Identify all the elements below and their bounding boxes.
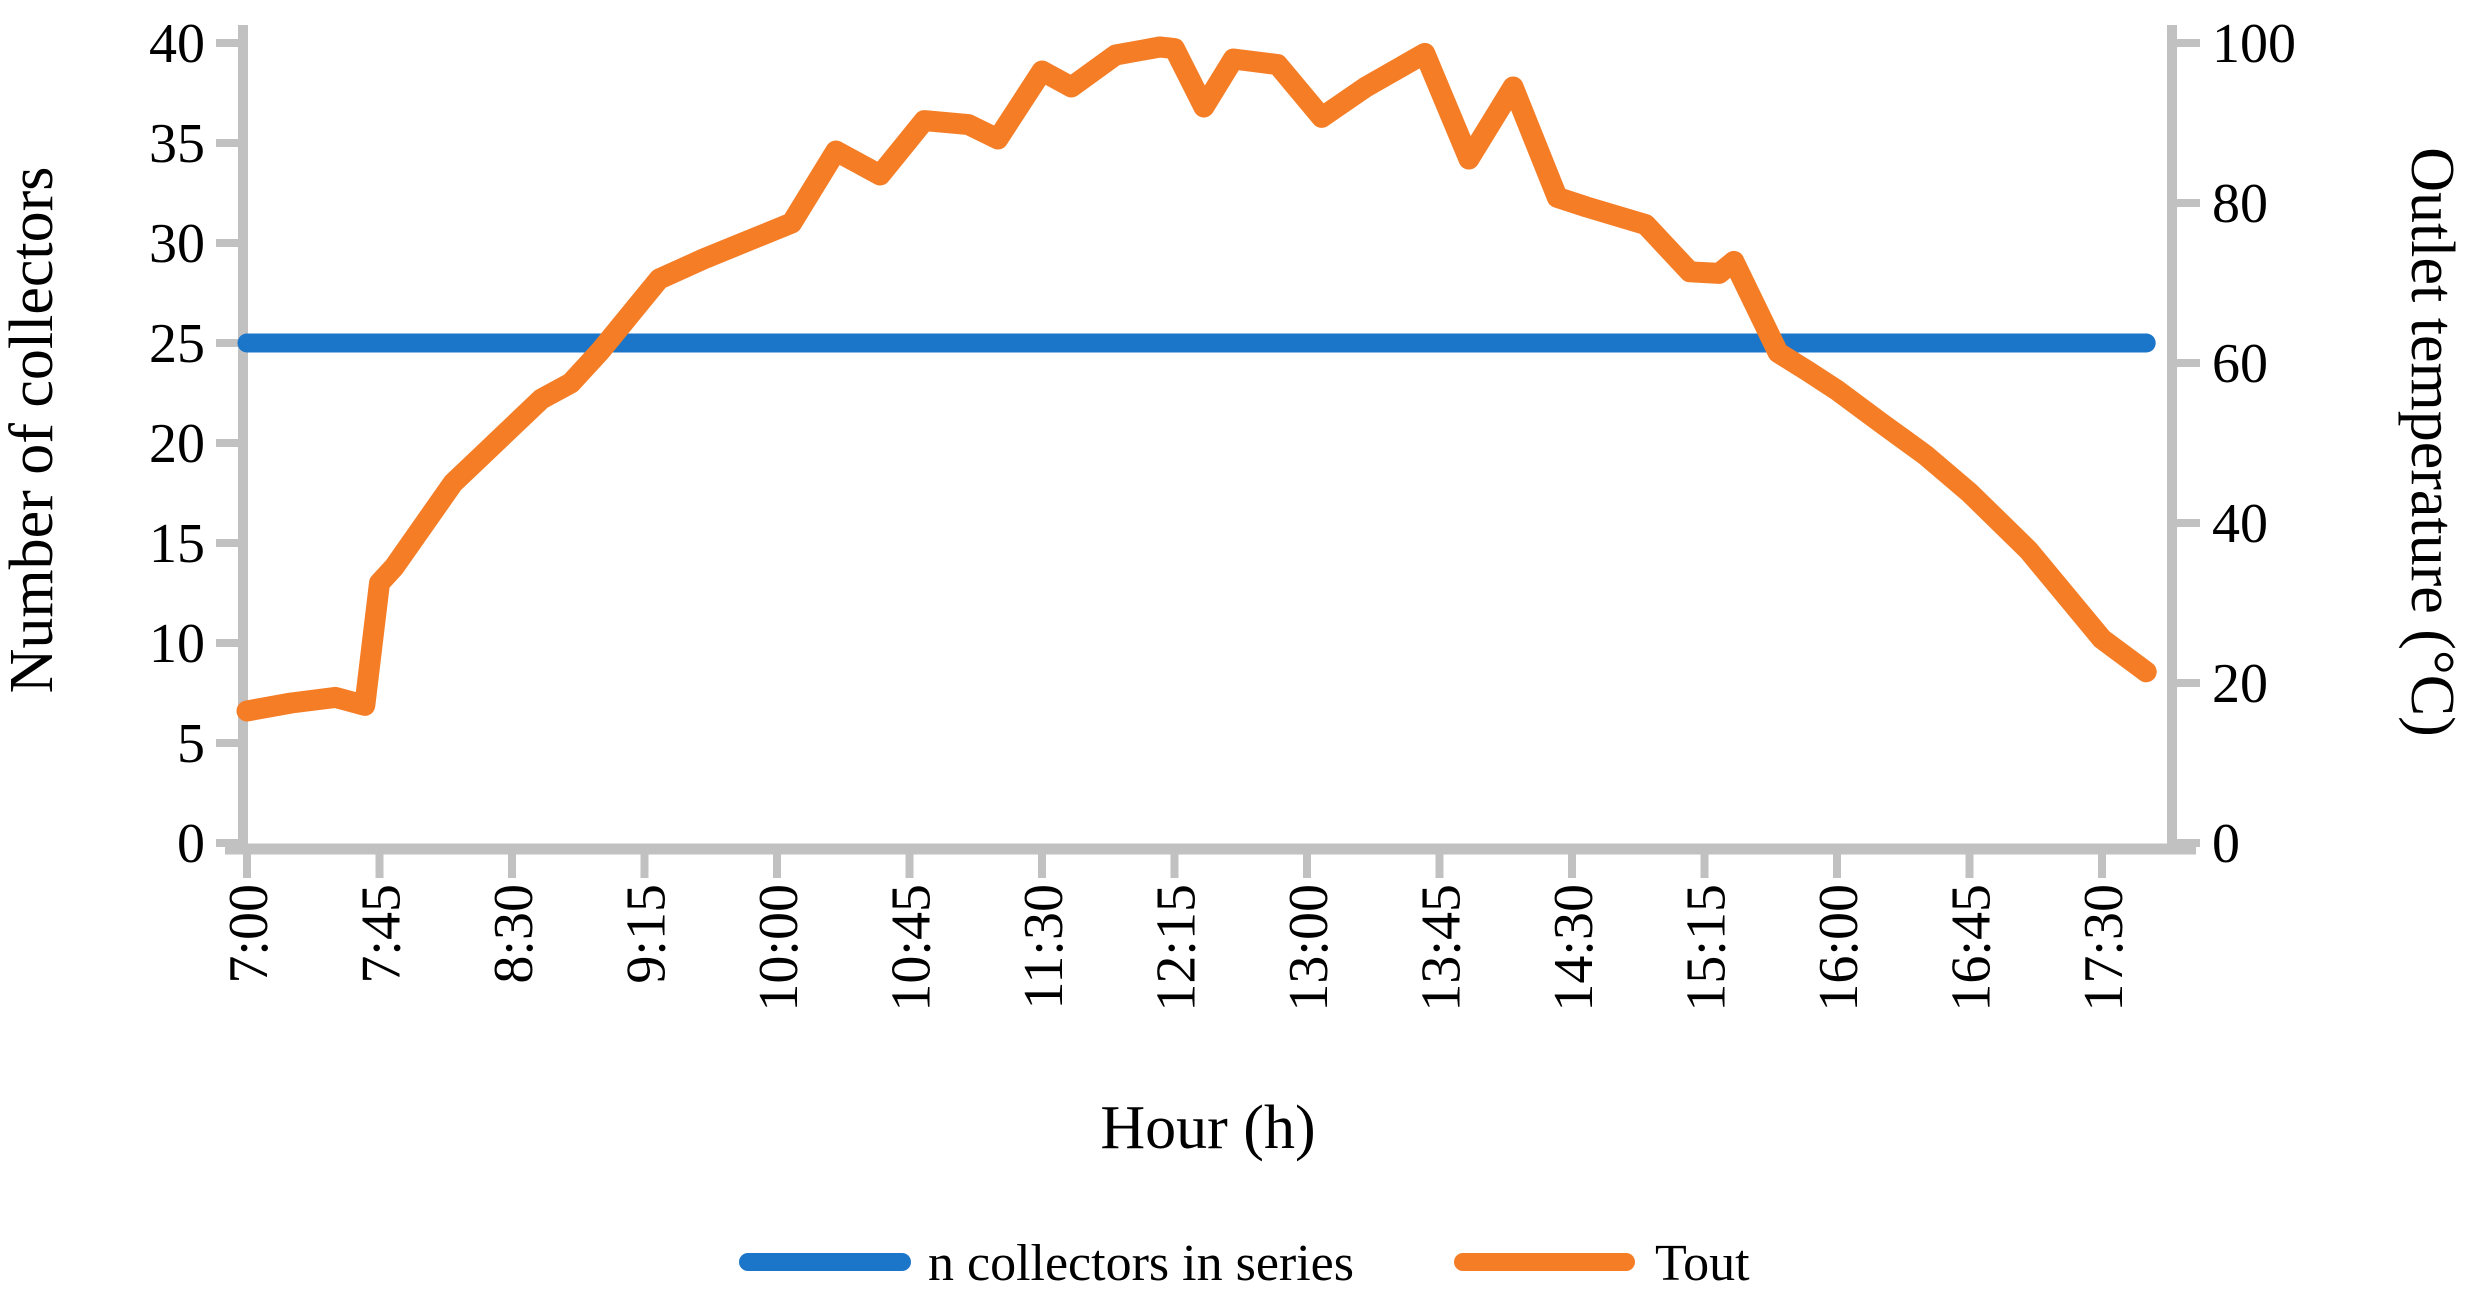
left-tick-label: 30 bbox=[149, 213, 205, 275]
right-tick-label: 0 bbox=[2212, 813, 2240, 875]
x-tick-label: 7:45 bbox=[351, 884, 413, 984]
right-tick-label: 40 bbox=[2212, 493, 2268, 555]
x-tick-label: 13:45 bbox=[1411, 884, 1473, 1012]
x-tick-label: 16:45 bbox=[1941, 884, 2003, 1012]
right-tick-label: 60 bbox=[2212, 333, 2268, 395]
x-tick-label: 12:15 bbox=[1146, 884, 1208, 1012]
left-axis-title: Number of collectors bbox=[0, 167, 66, 694]
left-tick-label: 35 bbox=[149, 113, 205, 175]
x-tick-label: 8:30 bbox=[483, 884, 545, 984]
right-tick-label: 100 bbox=[2212, 13, 2296, 75]
right-tick-label: 80 bbox=[2212, 173, 2268, 235]
series-lines bbox=[236, 36, 2157, 722]
x-tick-label: 9:15 bbox=[616, 884, 678, 984]
x-tick-label: 17:30 bbox=[2073, 884, 2135, 1012]
x-tick-label: 10:00 bbox=[748, 884, 810, 1012]
x-axis-title: Hour (h) bbox=[1100, 1094, 1315, 1162]
legend-label-n-collectors: n collectors in series bbox=[928, 1235, 1354, 1292]
left-tick-label: 10 bbox=[149, 613, 205, 675]
left-tick-label: 40 bbox=[149, 13, 205, 75]
right-axis-title: Outlet temperature (°C) bbox=[2398, 147, 2466, 736]
x-tick-label: 11:30 bbox=[1013, 884, 1075, 1009]
series-tout-line bbox=[236, 36, 2157, 722]
x-tick-label: 13:00 bbox=[1278, 884, 1340, 1012]
left-tick-label: 25 bbox=[149, 313, 205, 375]
legend: n collectors in series Tout bbox=[739, 1235, 1750, 1292]
left-tick-label: 20 bbox=[149, 413, 205, 475]
legend-label-tout: Tout bbox=[1655, 1235, 1750, 1292]
left-tick-label: 5 bbox=[177, 713, 205, 775]
x-tick-label: 14:30 bbox=[1543, 884, 1605, 1012]
right-tick-label: 20 bbox=[2212, 653, 2268, 715]
left-tick-label: 0 bbox=[177, 813, 205, 875]
x-tick-label: 15:15 bbox=[1676, 884, 1738, 1012]
axis-ticks: 7:00 7:45 8:30 9:15 10:00 10:45 11:30 12:15 13:0… bbox=[149, 13, 2296, 1012]
x-tick-label: 7:00 bbox=[218, 884, 280, 984]
x-tick-label: 16:00 bbox=[1808, 884, 1870, 1012]
left-tick-label: 15 bbox=[149, 513, 205, 575]
x-tick-label: 10:45 bbox=[881, 884, 943, 1012]
